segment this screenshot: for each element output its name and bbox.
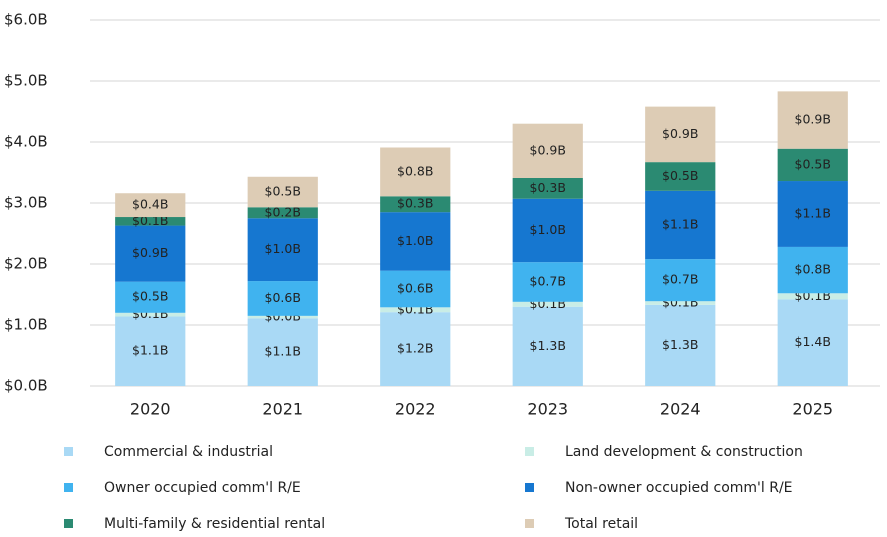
bar-segment [247,218,318,282]
legend-label: Commercial & industrial [104,444,273,460]
data-label: $0.3B [530,180,566,195]
bar-segment [645,304,716,386]
legend-swatch [64,447,73,456]
y-tick-label: $3.0B [4,194,48,212]
bar-segment [645,259,716,302]
bar-segment [247,318,318,386]
data-label: $1.0B [397,233,433,248]
data-label: $1.1B [795,205,831,220]
data-label: $0.8B [397,163,433,178]
data-label: $0.6B [265,290,301,305]
legend-label: Owner occupied comm'l R/E [104,480,301,496]
legend-swatch [525,483,534,492]
bar-segment [777,91,848,149]
data-label: $0.3B [397,196,433,211]
bar-segment [115,316,186,386]
bar-segment [512,262,583,302]
data-label: $0.5B [132,289,168,304]
y-tick-label: $0.0B [4,377,48,395]
data-label: $0.7B [530,273,566,288]
data-label: $1.3B [530,338,566,353]
x-tick-label: 2025 [792,400,833,419]
data-label: $0.8B [795,262,831,277]
y-tick-label: $6.0B [4,11,48,29]
bar-segment [380,196,451,213]
data-label: $0.5B [795,156,831,171]
bar-segment [512,123,583,178]
bar-segment [512,306,583,386]
bar-segment [247,207,318,219]
bar-segment [777,299,848,386]
bar-segment [645,190,716,260]
y-tick-label: $5.0B [4,72,48,90]
x-tick-label: 2020 [130,400,171,419]
x-tick-label: 2022 [395,400,436,419]
bar-segment [512,198,583,263]
bar-segment [777,148,848,182]
bar-segment [777,293,848,300]
data-label: $0.9B [132,245,168,260]
bar-segment [115,217,186,226]
data-label: $0.9B [662,126,698,141]
bar-segment [380,312,451,386]
data-label: $1.4B [795,334,831,349]
data-label: $1.3B [662,337,698,352]
bar-segment [645,106,716,163]
x-tick-label: 2024 [660,400,701,419]
bar-segment [380,307,451,313]
data-label: $0.7B [662,272,698,287]
bar-segment [777,181,848,247]
data-label: $0.5B [265,184,301,199]
data-label: $1.1B [662,216,698,231]
data-label: $1.0B [530,222,566,237]
legend-swatch [64,519,73,528]
legend-swatch [64,483,73,492]
legend-swatch [525,447,534,456]
bar-segment [645,162,716,191]
bar-segment [115,225,186,282]
data-label: $1.0B [265,241,301,256]
data-label: $0.9B [530,142,566,157]
legend-label: Total retail [564,516,638,532]
legend-swatch [525,519,534,528]
y-tick-label: $1.0B [4,316,48,334]
bar-segment [512,301,583,307]
x-tick-label: 2023 [527,400,568,419]
data-label: $0.5B [662,168,698,183]
data-label: $1.2B [397,341,433,356]
bar-segment [115,281,186,313]
bar-segment [380,270,451,308]
bar-segment [247,281,318,316]
legend-label: Land development & construction [565,444,803,460]
data-label: $0.9B [795,112,831,127]
legend-label: Multi-family & residential rental [104,516,325,532]
data-label: $0.6B [397,281,433,296]
data-label: $0.2B [265,204,301,219]
bar-segment [777,246,848,294]
bar-segment [645,301,716,305]
bar-segment [512,177,583,199]
bar-segment [247,315,318,319]
x-tick-label: 2021 [262,400,303,419]
data-label: $1.1B [265,344,301,359]
bar-segment [380,147,451,197]
bar-segment [247,176,318,208]
legend-label: Non-owner occupied comm'l R/E [565,480,793,496]
bar-segment [380,212,451,271]
y-tick-label: $2.0B [4,255,48,273]
data-label: $0.4B [132,197,168,212]
y-tick-label: $4.0B [4,133,48,151]
bar-segment [115,312,186,317]
bar-segment [115,193,186,218]
data-label: $1.1B [132,343,168,358]
